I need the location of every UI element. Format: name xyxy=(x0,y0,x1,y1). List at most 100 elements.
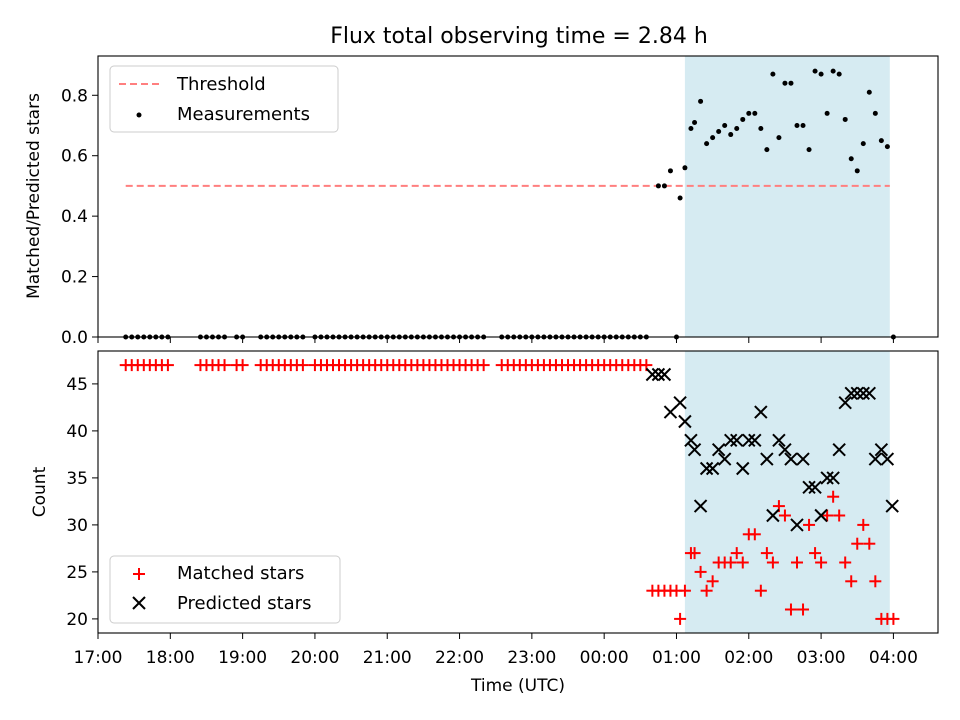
legend-predicted-swatch xyxy=(132,596,146,610)
x-tick-label: 22:00 xyxy=(435,648,484,668)
predicted-star-point xyxy=(754,405,768,419)
matched-star-point xyxy=(694,565,707,578)
matched-stars-series xyxy=(119,359,900,625)
matched-star-point xyxy=(296,359,309,372)
predicted-star-point xyxy=(742,433,756,448)
matched-star-point xyxy=(766,556,779,569)
y-tick-label: 0.6 xyxy=(61,147,88,167)
legend-measurements-swatch xyxy=(136,112,142,118)
measurement-point xyxy=(836,71,842,77)
matched-star-point xyxy=(730,547,743,560)
predicted-star-point xyxy=(748,433,762,448)
measurement-point xyxy=(734,126,740,132)
matched-star-point xyxy=(845,575,858,588)
matched-star-point xyxy=(748,528,761,541)
matched-star-point xyxy=(688,547,701,560)
top-legend-box xyxy=(109,65,339,133)
measurement-point xyxy=(776,135,782,141)
predicted-star-point xyxy=(820,471,834,485)
x-tick-label: 18:00 xyxy=(146,648,195,668)
matched-star-point xyxy=(851,537,864,550)
predicted-star-point xyxy=(778,442,792,457)
predicted-star-point xyxy=(766,508,780,523)
legend-predicted-label: Predicted stars xyxy=(177,593,311,614)
predicted-star-point xyxy=(684,433,698,448)
matched-star-point xyxy=(754,584,767,597)
measurements-series xyxy=(123,68,896,340)
legend-measurements-label: Measurements xyxy=(177,104,310,125)
matched-star-point xyxy=(797,603,810,616)
bottom-y-ticks: 20 25 30 35 40 45 xyxy=(66,375,98,630)
predicted-star-point xyxy=(736,461,750,476)
measurement-point xyxy=(818,71,824,77)
predicted-star-point xyxy=(880,452,895,466)
matched-star-point xyxy=(815,556,828,569)
measurement-point xyxy=(688,126,694,132)
measurement-point xyxy=(800,122,806,128)
predicted-star-point xyxy=(687,442,702,457)
measurement-point xyxy=(704,141,710,147)
measurement-point xyxy=(866,89,872,95)
matched-star-point xyxy=(790,556,803,569)
matched-star-point xyxy=(821,509,834,522)
matched-star-point xyxy=(477,359,490,372)
y-tick-label: 0.4 xyxy=(61,207,88,227)
predicted-star-point xyxy=(693,499,708,513)
chart-title: Flux total observing time = 2.84 h xyxy=(330,24,708,49)
matched-star-point xyxy=(706,575,719,588)
predicted-star-point xyxy=(645,367,660,382)
predicted-star-point xyxy=(730,433,744,448)
matched-star-point xyxy=(827,490,840,503)
x-tick-label: 04:00 xyxy=(869,648,918,668)
predicted-star-point xyxy=(790,518,804,532)
matched-star-point xyxy=(700,584,713,597)
predicted-star-point xyxy=(772,433,786,448)
predicted-star-point xyxy=(862,386,877,401)
x-tick-label: 21:00 xyxy=(363,648,412,668)
matched-star-point xyxy=(869,575,882,588)
bottom-observing-window xyxy=(684,351,890,633)
measurement-point xyxy=(722,122,728,128)
x-tick-label: 03:00 xyxy=(797,648,846,668)
measurement-point xyxy=(682,165,688,171)
predicted-star-point xyxy=(673,395,687,410)
measurement-point xyxy=(842,116,848,122)
y-tick-label: 20 xyxy=(66,610,88,630)
predicted-star-point xyxy=(850,386,864,401)
measurement-point xyxy=(794,122,800,128)
measurement-point xyxy=(884,144,890,150)
predicted-star-point xyxy=(838,395,852,410)
measurement-point xyxy=(878,138,884,144)
legend-matched-swatch xyxy=(133,568,145,580)
matched-star-point xyxy=(863,537,876,550)
predicted-star-point xyxy=(874,442,889,457)
measurement-point xyxy=(848,156,854,162)
predicted-star-point xyxy=(717,452,732,466)
measurement-point xyxy=(667,168,673,174)
x-tick-label: 19:00 xyxy=(218,648,267,668)
top-legend: Threshold Measurements xyxy=(109,65,339,133)
measurement-point xyxy=(728,132,734,138)
bottom-x-ticks: 17:00 18:00 19:00 20:00 21:00 22:00 23:00 00:00… xyxy=(74,633,918,668)
y-tick-label: 0.8 xyxy=(61,86,88,106)
measurement-point xyxy=(752,110,758,116)
measurement-point xyxy=(661,183,667,189)
y-tick-label: 40 xyxy=(66,422,88,442)
measurement-point xyxy=(764,147,770,153)
matched-star-point xyxy=(760,547,773,560)
predicted-star-point xyxy=(856,386,870,401)
predicted-star-point xyxy=(844,386,858,401)
measurement-point xyxy=(698,98,704,104)
predicted-star-point xyxy=(885,499,899,513)
predicted-star-point xyxy=(808,480,822,495)
measurement-point xyxy=(740,116,746,122)
matched-star-point xyxy=(887,612,900,625)
measurement-point xyxy=(788,80,794,86)
measurement-point xyxy=(782,80,788,86)
bottom-panel: 20 25 30 35 40 45 17:00 18:00 19:00 20:00 21:00 22… xyxy=(30,350,939,696)
matched-star-point xyxy=(161,359,174,372)
y-tick-label: 30 xyxy=(66,516,88,536)
matched-star-point xyxy=(839,556,852,569)
predicted-star-point xyxy=(711,442,726,457)
predicted-star-point xyxy=(699,461,714,476)
